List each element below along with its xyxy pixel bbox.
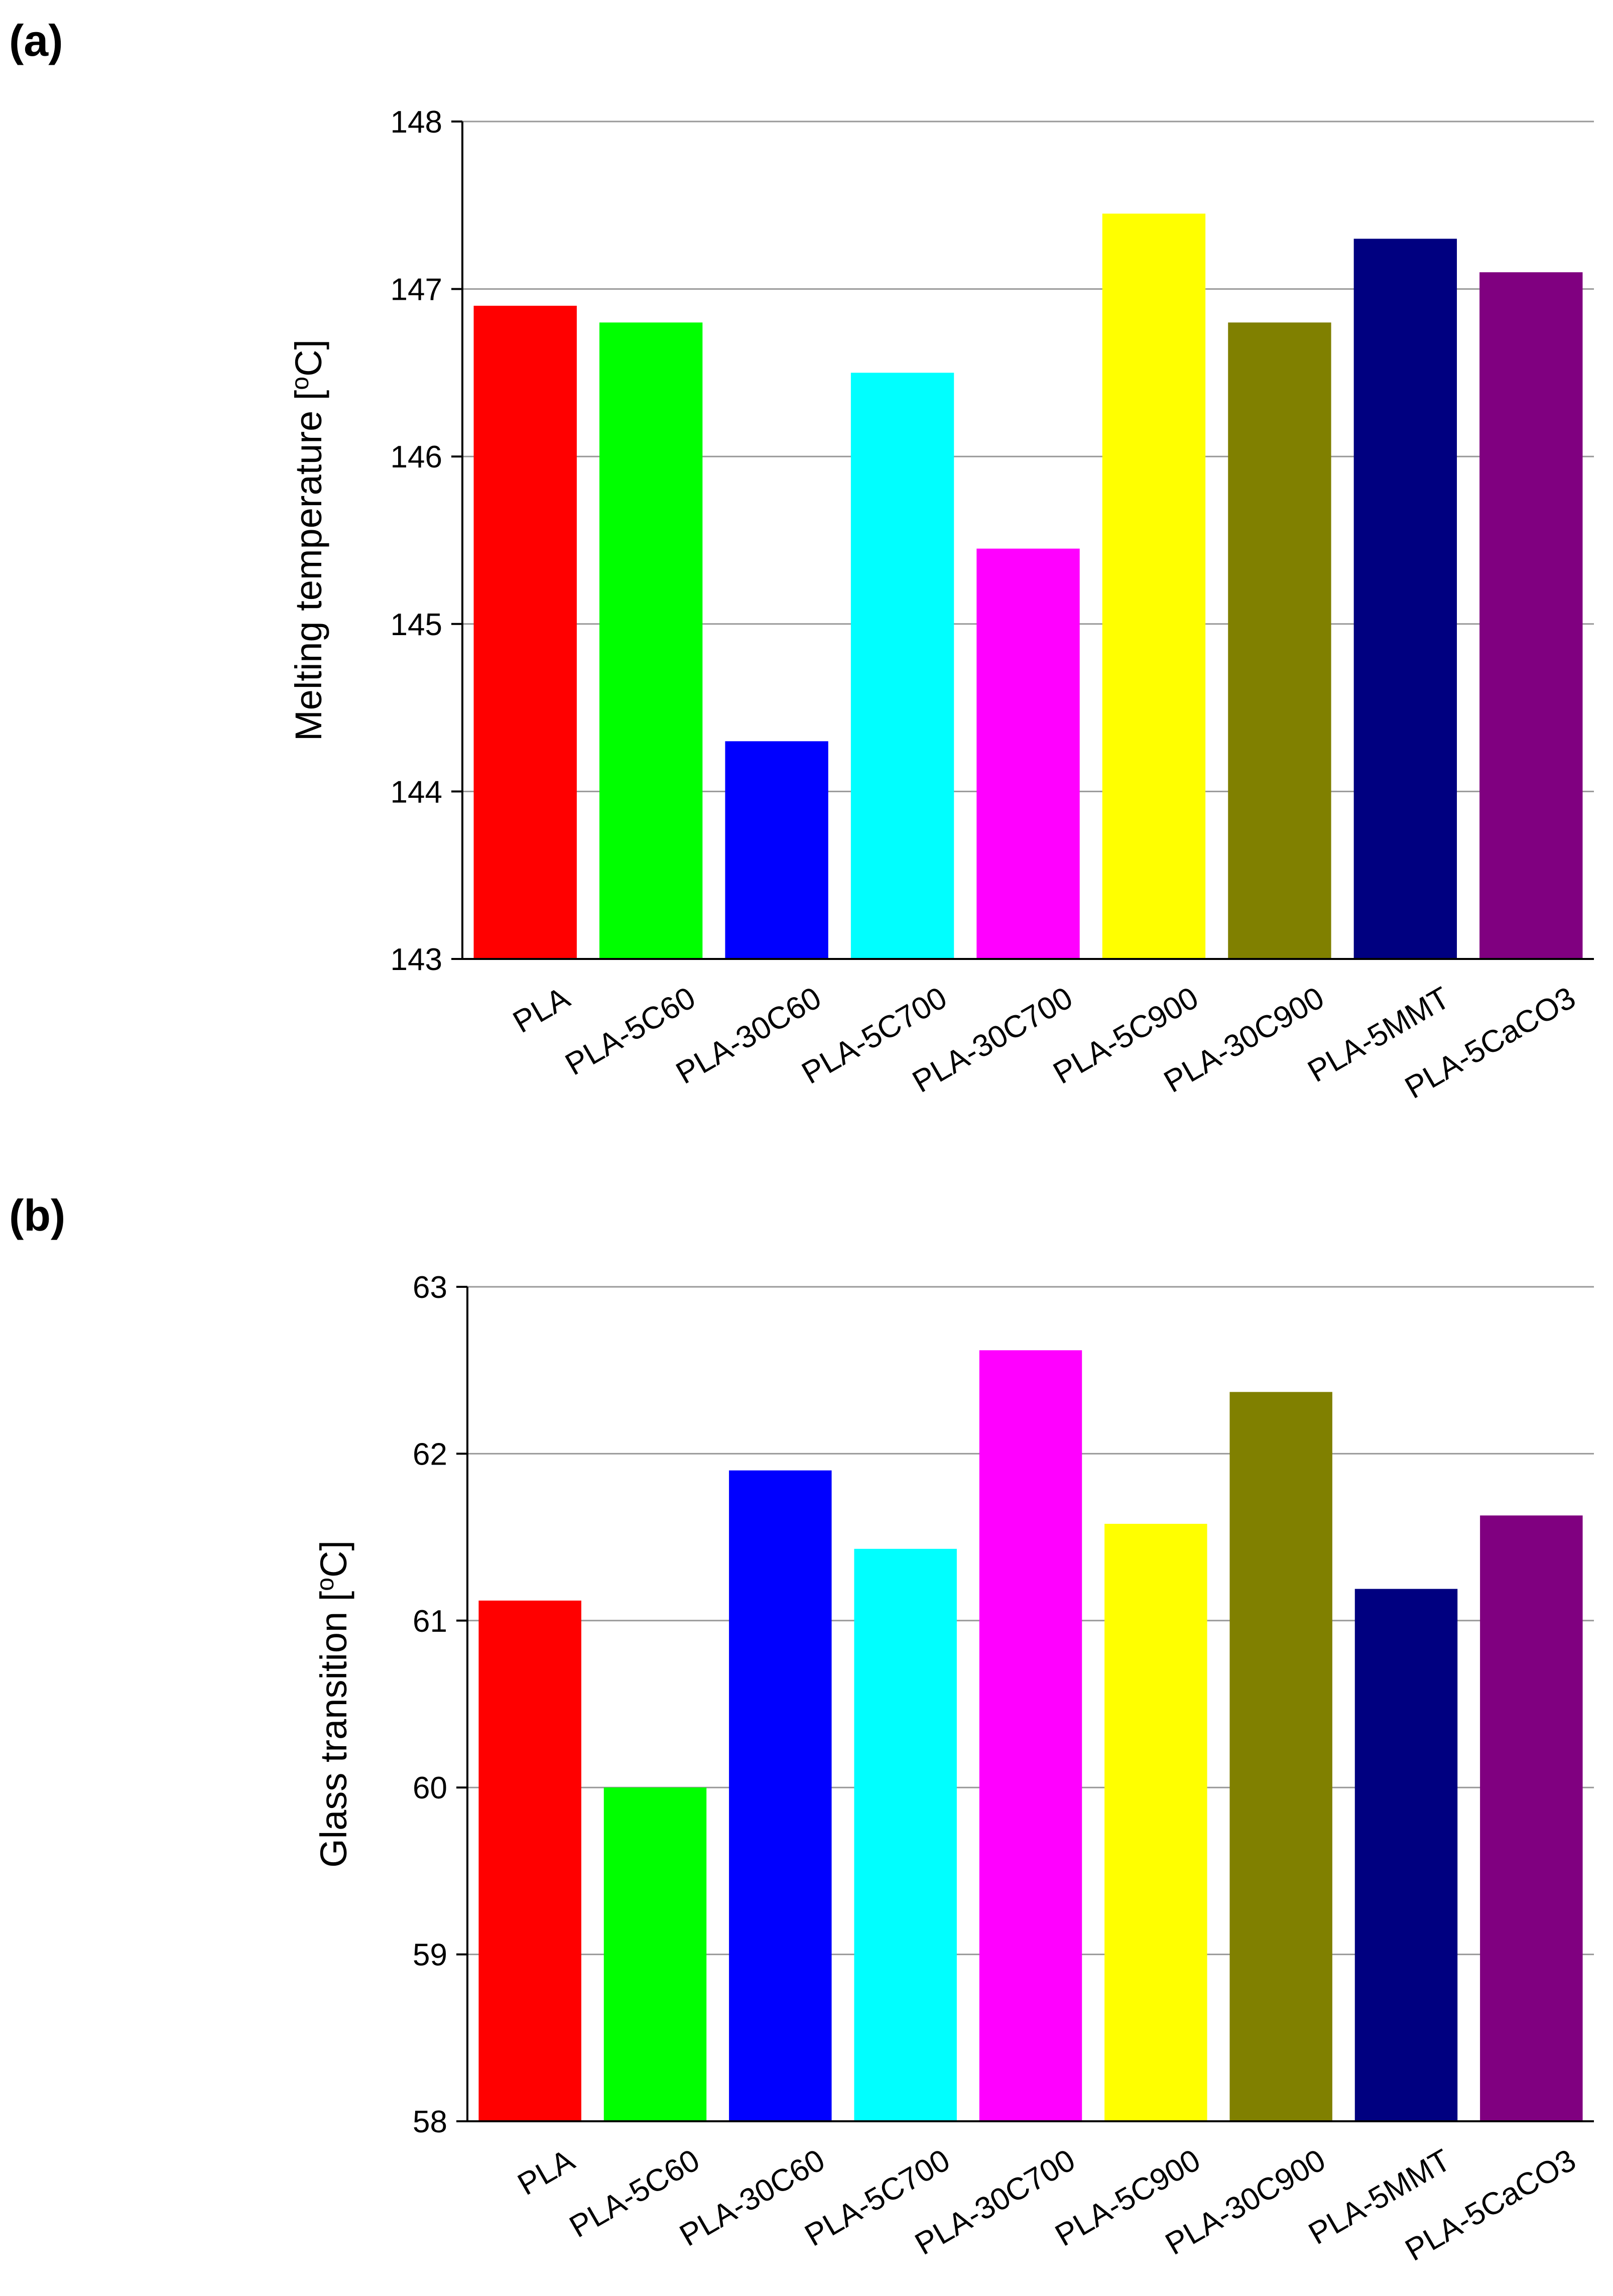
degree-superscript: o (287, 377, 314, 390)
melting-temperature-chart: 143144145146147148PLAPLA-5C60PLA-30C60PL… (287, 105, 1594, 1106)
bar (473, 305, 577, 959)
bar (1480, 1515, 1583, 2121)
y-axis-title: Glass transition [oC] (312, 1540, 354, 1868)
y-tick-label: 146 (391, 440, 442, 474)
bar (979, 1350, 1082, 2121)
bar (729, 1470, 832, 2121)
y-axis-title-unit: C] (288, 339, 329, 377)
bar (603, 1787, 707, 2121)
y-tick-label: 59 (413, 1938, 447, 1973)
y-axis-title-unit: C] (313, 1540, 354, 1578)
y-tick-label: 148 (391, 105, 442, 140)
y-tick-label: 144 (391, 775, 442, 809)
y-axis-title: Melting temperature [oC] (287, 339, 329, 741)
bar (850, 373, 954, 959)
bar (1228, 322, 1331, 959)
bar (478, 1600, 581, 2121)
y-tick-label: 145 (391, 608, 442, 642)
bar (1479, 272, 1583, 959)
y-tick-label: 61 (413, 1604, 447, 1639)
y-tick-label: 143 (391, 942, 442, 977)
panel-label-b: (b) (9, 1190, 66, 1240)
bar (1353, 238, 1457, 959)
bar (1229, 1392, 1332, 2121)
y-tick-label: 62 (413, 1437, 447, 1472)
bar (725, 741, 828, 959)
bar (854, 1548, 957, 2121)
y-tick-label: 63 (413, 1270, 447, 1305)
bar (1354, 1589, 1458, 2121)
glass-transition-chart: 585960616263PLAPLA-5C60PLA-30C60PLA-5C70… (312, 1270, 1594, 2268)
panel-label-a: (a) (9, 16, 63, 65)
y-axis-title-text: Melting temperature [ (288, 390, 329, 741)
degree-superscript: o (312, 1578, 339, 1591)
y-tick-label: 147 (391, 273, 442, 307)
y-axis-title-text: Glass transition [ (313, 1591, 354, 1868)
y-tick-label: 60 (413, 1771, 447, 1805)
bar (599, 322, 703, 959)
category-label: PLA (507, 980, 576, 1040)
bar (1104, 1524, 1207, 2121)
bar (1102, 213, 1206, 959)
bar (976, 548, 1080, 959)
y-tick-label: 58 (413, 2105, 447, 2139)
category-label: PLA (512, 2142, 581, 2202)
